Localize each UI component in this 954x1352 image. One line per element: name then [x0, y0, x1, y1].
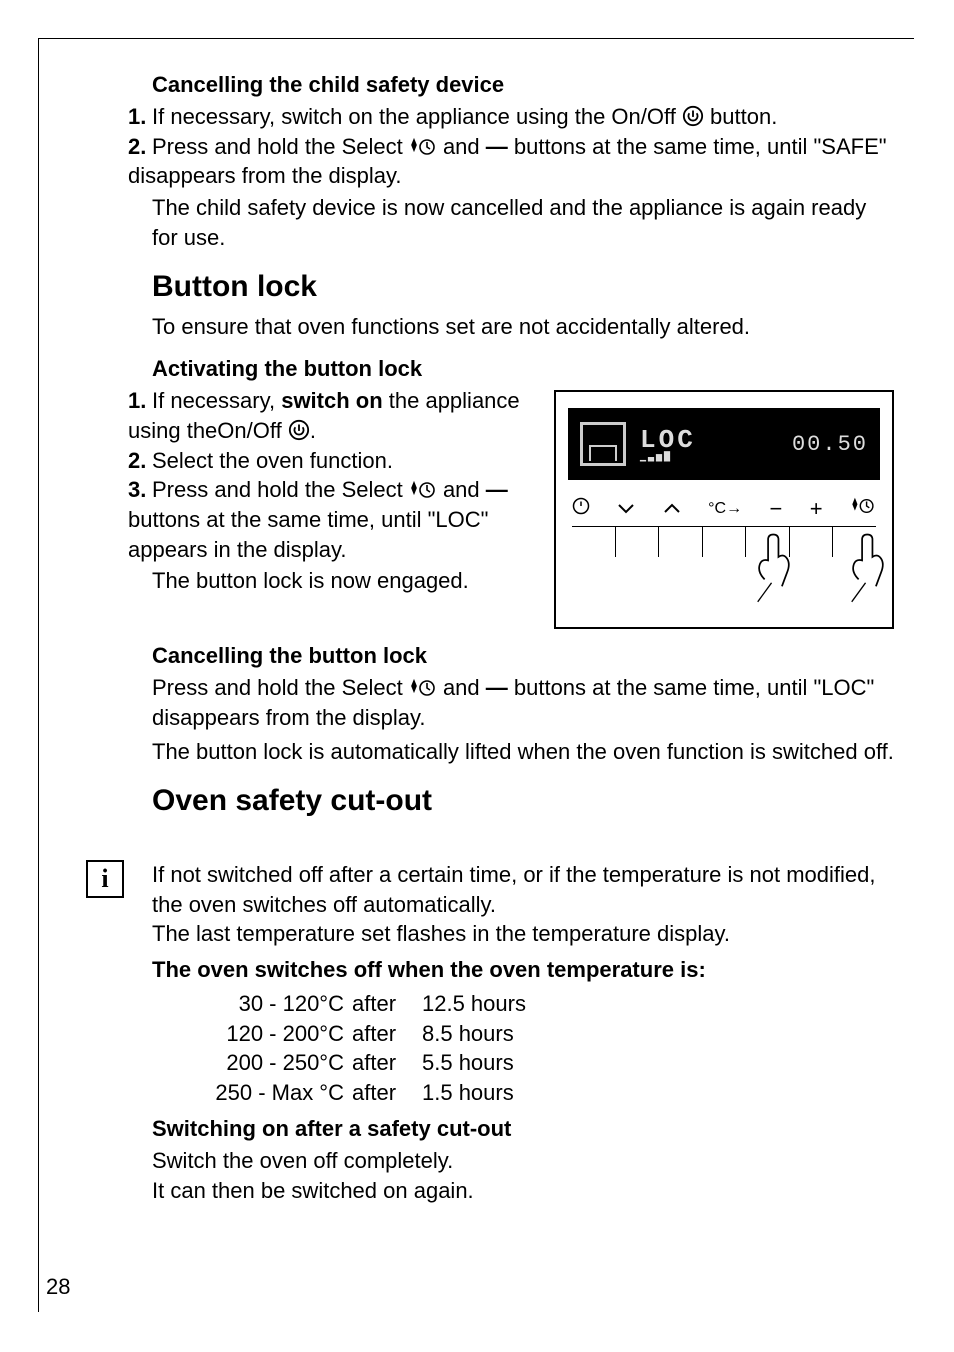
switch-on-text: It can then be switched on again.: [152, 1176, 894, 1206]
after-word: after: [352, 1048, 422, 1078]
display-time: 00.50: [792, 432, 868, 457]
left-column: 1.If necessary, switch on the appliance …: [152, 386, 532, 596]
display-text: LOC▁▃▅▇: [640, 425, 696, 463]
heading-button-lock: Button lock: [152, 270, 894, 304]
time-value: 8.5 hours: [422, 1019, 562, 1049]
heading-cancelling-lock: Cancelling the button lock: [152, 643, 894, 669]
control-panel-figure: LOC▁▃▅▇ 00.50 °C→ − +: [554, 390, 894, 629]
after-word: after: [352, 1019, 422, 1049]
oven-mode-icon: [580, 422, 626, 466]
temp-range: 30 - 120°C: [182, 989, 352, 1019]
btn: [616, 527, 660, 557]
cutout-p1: If not switched off after a certain time…: [152, 860, 894, 919]
result-text: The button lock is now engaged.: [152, 566, 532, 596]
heading-safety-cutout: Oven safety cut-out: [152, 784, 894, 818]
heading-activating: Activating the button lock: [152, 356, 894, 382]
down-icon: [617, 498, 635, 521]
display-panel: LOC▁▃▅▇ 00.50: [568, 408, 880, 480]
intro-text: To ensure that oven functions set are no…: [152, 312, 894, 342]
text: Press and hold the Select: [152, 477, 409, 502]
text: and: [437, 675, 486, 700]
text-bold: switch on: [281, 388, 382, 413]
btn: [572, 527, 616, 557]
page-content: Cancelling the child safety device 1.If …: [152, 72, 894, 826]
btn: [703, 527, 747, 557]
time-value: 1.5 hours: [422, 1078, 562, 1108]
text: button.: [704, 104, 777, 129]
up-icon: [663, 498, 681, 521]
switch-off-text: Switch the oven off completely.: [152, 1146, 894, 1176]
page-number: 28: [46, 1274, 70, 1300]
hand-icon: [756, 529, 794, 609]
steps-activating: 1.If necessary, switch on the appliance …: [152, 386, 532, 564]
cutout-table: 30 - 120°C after 12.5 hours 120 - 200°C …: [182, 989, 894, 1108]
step-3: 3.Press and hold the Select and — button…: [128, 475, 532, 564]
temp-range: 120 - 200°C: [182, 1019, 352, 1049]
hand-illustration-area: [568, 557, 880, 617]
cutout-p2: The last temperature set flashes in the …: [152, 919, 894, 949]
btn: [659, 527, 703, 557]
power-icon: [682, 105, 704, 127]
text: Select the oven function.: [152, 448, 393, 473]
button-strip: [572, 526, 876, 557]
minus-icon: —: [486, 134, 508, 159]
heading-cancel-child-safety: Cancelling the child safety device: [152, 72, 894, 98]
table-row: 200 - 250°C after 5.5 hours: [182, 1048, 894, 1078]
select-icon: [850, 497, 876, 521]
power-icon: [288, 419, 310, 441]
minus-icon: —: [486, 477, 508, 502]
step-1: 1.If necessary, switch on the appliance …: [128, 386, 532, 445]
result-text: The child safety device is now cancelled…: [152, 193, 894, 252]
table-heading: The oven switches off when the oven temp…: [152, 957, 894, 983]
text: If necessary, switch on the appliance us…: [152, 104, 682, 129]
btn: [790, 527, 834, 557]
cancel-result-text: The button lock is automatically lifted …: [152, 737, 894, 767]
minus-icon: −: [769, 496, 782, 522]
hand-icon: [850, 529, 888, 609]
plus-icon: +: [810, 496, 823, 522]
table-row: 250 - Max °C after 1.5 hours: [182, 1078, 894, 1108]
steps-cancel-child-safety: 1.If necessary, switch on the appliance …: [152, 102, 894, 191]
minus-icon: —: [486, 675, 508, 700]
text: .: [310, 418, 316, 443]
two-column-layout: 1.If necessary, switch on the appliance …: [152, 386, 894, 629]
select-icon: [409, 137, 437, 157]
select-icon: [409, 678, 437, 698]
heading-switching-on: Switching on after a safety cut-out: [152, 1116, 894, 1142]
after-word: after: [352, 1078, 422, 1108]
time-value: 5.5 hours: [422, 1048, 562, 1078]
temp-range: 250 - Max °C: [182, 1078, 352, 1108]
text: and: [437, 477, 486, 502]
cancel-lock-text: Press and hold the Select and — buttons …: [152, 673, 894, 732]
step-2: 2.Press and hold the Select and — button…: [128, 132, 894, 191]
control-symbols-row: °C→ − +: [568, 480, 880, 526]
info-icon: i: [86, 860, 124, 898]
step-1: 1.If necessary, switch on the appliance …: [128, 102, 894, 132]
temp-icon: °C→: [708, 500, 742, 518]
after-word: after: [352, 989, 422, 1019]
text: If necessary,: [152, 388, 281, 413]
text: Press and hold the Select: [152, 675, 409, 700]
text: buttons at the same time, until "LOC" ap…: [128, 507, 488, 562]
table-row: 120 - 200°C after 8.5 hours: [182, 1019, 894, 1049]
sec3-content: If not switched off after a certain time…: [152, 860, 894, 1205]
text: Press and hold the Select: [152, 134, 409, 159]
text: and: [437, 134, 486, 159]
power-icon: [572, 497, 590, 521]
step-2: 2.Select the oven function.: [128, 446, 532, 476]
table-row: 30 - 120°C after 12.5 hours: [182, 989, 894, 1019]
time-value: 12.5 hours: [422, 989, 562, 1019]
temp-range: 200 - 250°C: [182, 1048, 352, 1078]
select-icon: [409, 480, 437, 500]
